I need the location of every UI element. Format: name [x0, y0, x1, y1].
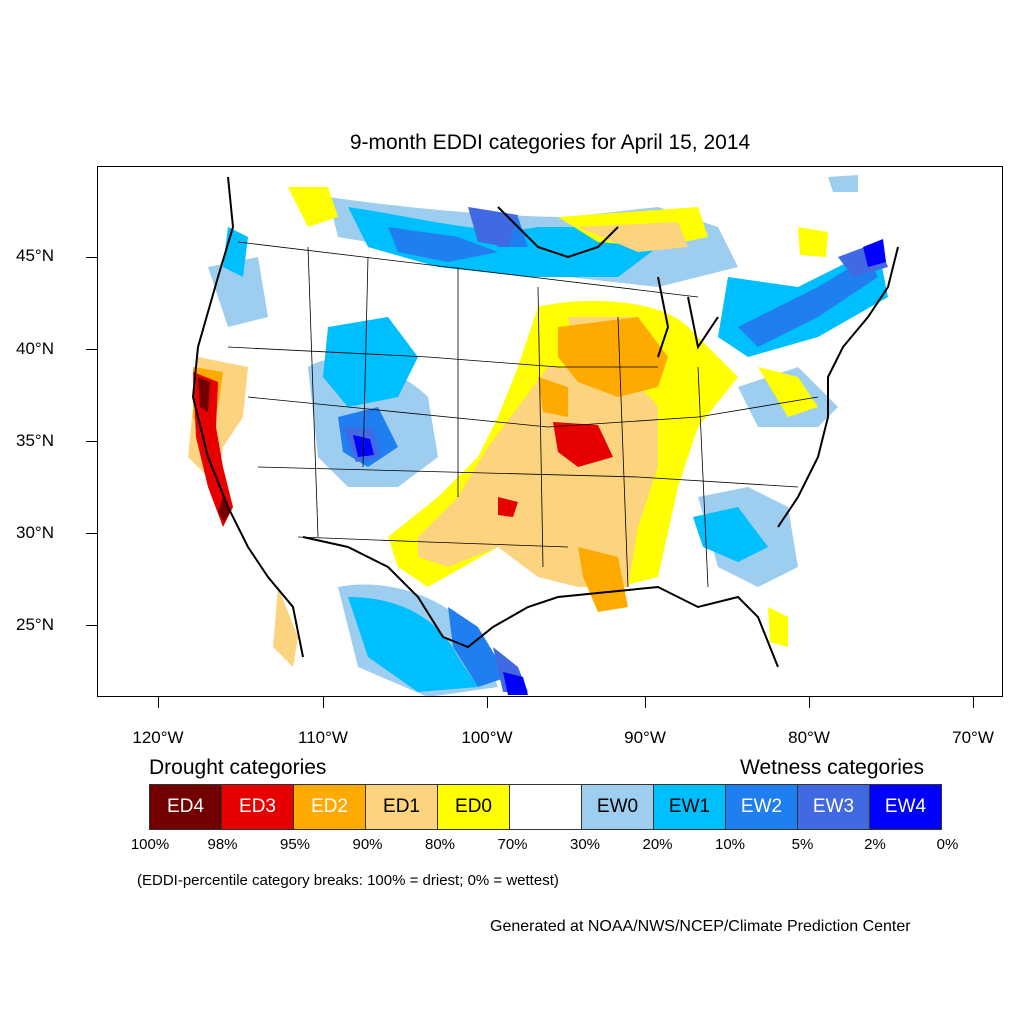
category-legend: ED4 ED3 ED2 ED1 ED0 EW0 EW1 EW2 EW3 EW4	[149, 784, 942, 830]
percent-break-label: 5%	[791, 836, 814, 853]
lon-tick	[973, 697, 974, 708]
lat-label-35: 35°N	[16, 431, 54, 450]
lat-label-45: 45°N	[16, 246, 54, 265]
percent-break-label: 10%	[714, 836, 746, 853]
lat-label-30: 30°N	[16, 523, 54, 542]
lon-tick	[809, 697, 810, 708]
legend-swatch	[509, 784, 582, 830]
percent-break-label: 20%	[642, 836, 673, 853]
drought-heading: Drought categories	[149, 756, 327, 779]
map-title: 9-month EDDI categories for April 15, 20…	[349, 131, 751, 154]
lat-tick	[86, 533, 97, 534]
legend-swatch: EW1	[653, 784, 726, 830]
lon-label-90w: 90°W	[624, 728, 666, 747]
lat-tick	[86, 349, 97, 350]
percent-break-label: 80%	[424, 836, 456, 853]
eddi-map	[97, 166, 1003, 697]
lat-tick	[86, 625, 97, 626]
lat-label-40: 40°N	[16, 339, 54, 358]
legend-swatch: ED3	[221, 784, 294, 830]
lon-tick	[158, 697, 159, 708]
percent-break-label: 2%	[864, 836, 886, 853]
lat-tick	[86, 257, 97, 258]
legend-swatch: ED4	[149, 784, 222, 830]
ed3-regions	[193, 372, 613, 527]
legend-swatch: EW2	[725, 784, 798, 830]
legend-swatch: ED0	[437, 784, 510, 830]
legend-swatch: ED1	[365, 784, 438, 830]
legend-swatch: EW4	[869, 784, 942, 830]
lat-tick	[86, 441, 97, 442]
ed4-regions	[198, 377, 230, 522]
lon-label-120w: 120°W	[132, 728, 184, 747]
state-borders	[227, 241, 819, 588]
lat-label-25: 25°N	[16, 615, 54, 634]
wetness-heading: Wetness categories	[740, 756, 925, 779]
lon-tick	[323, 697, 324, 708]
percent-break-label: 30%	[569, 836, 601, 853]
lon-tick	[487, 697, 488, 708]
percent-break-label: 100%	[130, 836, 170, 853]
lon-label-110w: 110°W	[298, 728, 348, 747]
percent-break-label: 0%	[936, 836, 959, 853]
legend-swatch: ED2	[293, 784, 366, 830]
legend-swatch: EW0	[581, 784, 654, 830]
legend-swatch: EW3	[797, 784, 870, 830]
credit-line: Generated at NOAA/NWS/NCEP/Climate Predi…	[490, 918, 911, 935]
lon-label-80w: 80°W	[788, 728, 830, 747]
coastline	[191, 176, 899, 668]
lon-label-70w: 70°W	[952, 728, 994, 747]
lon-label-100w: 100°W	[461, 728, 513, 747]
lon-tick	[645, 697, 646, 708]
category-note: (EDDI-percentile category breaks: 100% =…	[137, 872, 559, 889]
percent-break-label: 95%	[279, 836, 311, 853]
percent-break-label: 90%	[352, 836, 383, 853]
percent-break-label: 70%	[497, 836, 528, 853]
percent-break-label: 98%	[207, 836, 238, 853]
